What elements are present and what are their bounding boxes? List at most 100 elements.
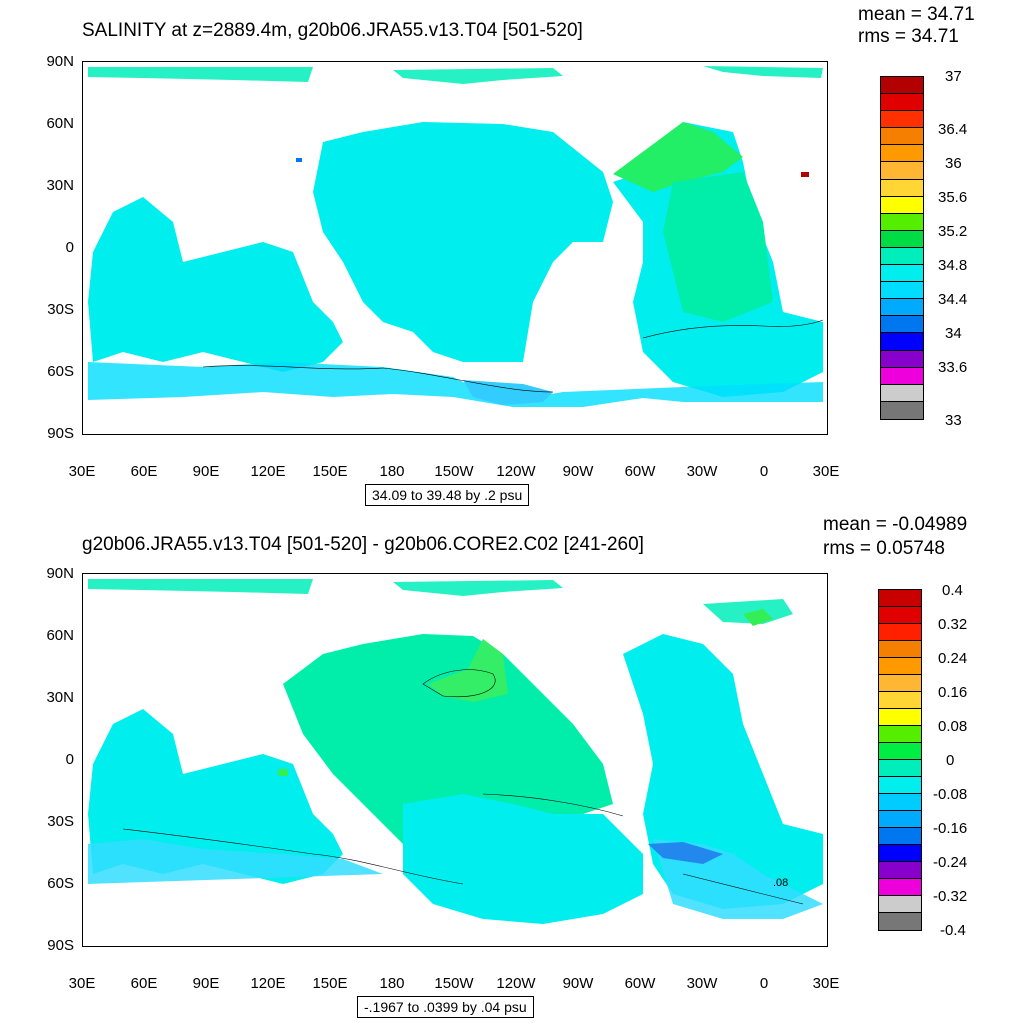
bottom-lat-label: 30N (46, 689, 74, 706)
bottom-map-plot: .08 (88, 579, 823, 924)
bottom-range-box: -.1967 to .0399 by .04 psu (357, 996, 534, 1018)
colorbar-swatch (879, 862, 921, 879)
contour-label: .08 (773, 877, 788, 889)
bottom-colorbar-label: -0.4 (940, 922, 966, 939)
bottom-rms: rms = 0.05748 (823, 538, 945, 559)
colorbar-swatch (881, 316, 923, 334)
top-colorbar-label: 33 (945, 412, 962, 429)
colorbar-swatch (881, 162, 923, 180)
top-lon-label: 120E (250, 463, 286, 480)
colorbar-swatch (881, 77, 923, 95)
bottom-colorbar-label: -0.16 (933, 820, 968, 837)
top-lon-label: 30W (686, 463, 718, 480)
colorbar-swatch (881, 367, 923, 385)
bottom-colorbar-label: 0.16 (938, 684, 968, 701)
top-lat-label: 60N (46, 115, 74, 132)
top-lat-label: 30N (46, 177, 74, 194)
top-lat-label: 90N (46, 53, 74, 70)
top-colorbar-label: 33.6 (938, 359, 968, 376)
bottom-lon-label: 60W (624, 975, 656, 992)
bottom-colorbar-label: 0.4 (942, 582, 963, 599)
top-panel-title: SALINITY at z=2889.4m, g20b06.JRA55.v13.… (82, 20, 583, 41)
top-lat-label: 30S (47, 301, 74, 318)
colorbar-swatch (881, 282, 923, 300)
bottom-lon-label: 0 (759, 975, 769, 992)
top-lon-label: 30E (812, 463, 840, 480)
colorbar-swatch (879, 692, 921, 709)
bottom-map: .08 (82, 573, 828, 947)
bottom-lat-label: 90S (47, 937, 74, 954)
colorbar-swatch (881, 333, 923, 351)
top-colorbar-label: 34 (945, 325, 962, 342)
top-lon-label: 180 (379, 463, 405, 480)
bottom-colorbar-label: 0.32 (938, 616, 968, 633)
bottom-lon-label: 90W (562, 975, 594, 992)
colorbar-swatch (881, 111, 923, 129)
top-lon-label: 90W (562, 463, 594, 480)
colorbar-swatch (879, 590, 921, 607)
bottom-colorbar-label: -0.32 (933, 888, 968, 905)
colorbar-swatch (879, 845, 921, 862)
bottom-lon-label: 120W (496, 975, 536, 992)
bottom-colorbar-label: -0.08 (933, 786, 968, 803)
top-lon-label: 60E (130, 463, 158, 480)
bottom-lat-label: 30S (47, 813, 74, 830)
colorbar-swatch (881, 179, 923, 197)
top-map (82, 61, 828, 435)
colorbar-swatch (881, 265, 923, 283)
colorbar-swatch (881, 94, 923, 112)
top-colorbar-label: 36 (945, 155, 962, 172)
bottom-lon-label: 180 (379, 975, 405, 992)
bottom-lon-label: 30W (686, 975, 718, 992)
colorbar-swatch (881, 145, 923, 163)
colorbar-swatch (879, 896, 921, 913)
colorbar-swatch (879, 607, 921, 624)
top-colorbar-label: 36.4 (938, 121, 968, 138)
colorbar-swatch (879, 879, 921, 896)
colorbar-swatch (879, 709, 921, 726)
bottom-lat-label: 90N (46, 565, 74, 582)
bottom-panel: g20b06.JRA55.v13.T04 [501-520] - g20b06.… (0, 512, 1024, 1024)
colorbar-swatch (879, 624, 921, 641)
colorbar-swatch (881, 299, 923, 317)
top-mean: mean = 34.71 (858, 4, 975, 25)
top-range-box: 34.09 to 39.48 by .2 psu (365, 484, 530, 506)
top-lon-label: 90E (192, 463, 220, 480)
colorbar-swatch (881, 230, 923, 248)
top-colorbar-label: 37 (945, 68, 962, 85)
colorbar-swatch (881, 384, 923, 402)
top-rms: rms = 34.71 (858, 26, 959, 47)
colorbar-swatch (879, 913, 921, 930)
top-lon-label: 0 (759, 463, 769, 480)
colorbar-swatch (879, 794, 921, 811)
top-lat-label: 60S (47, 363, 74, 380)
bottom-colorbar (878, 589, 922, 931)
bottom-colorbar-label: 0 (946, 752, 955, 769)
bottom-lon-label: 30E (812, 975, 840, 992)
bottom-lat-label: 0 (65, 751, 74, 768)
top-lon-label: 150W (434, 463, 474, 480)
top-lon-label: 120W (496, 463, 536, 480)
colorbar-swatch (881, 350, 923, 368)
bottom-lon-label: 30E (68, 975, 96, 992)
colorbar-swatch (879, 811, 921, 828)
top-lat-label: 90S (47, 425, 74, 442)
bottom-mean: mean = -0.04989 (823, 514, 968, 535)
top-colorbar (880, 76, 924, 420)
bottom-lon-label: 150W (434, 975, 474, 992)
bottom-lat-label: 60N (46, 627, 74, 644)
top-lon-label: 150E (312, 463, 348, 480)
bottom-panel-title: g20b06.JRA55.v13.T04 [501-520] - g20b06.… (82, 534, 644, 555)
colorbar-swatch (881, 213, 923, 231)
colorbar-swatch (881, 196, 923, 214)
top-lat-label: 0 (65, 239, 74, 256)
top-lon-label: 60W (624, 463, 656, 480)
colorbar-swatch (879, 828, 921, 845)
colorbar-swatch (881, 128, 923, 146)
colorbar-swatch (881, 247, 923, 266)
bottom-lon-label: 150E (312, 975, 348, 992)
bottom-lat-label: 60S (47, 875, 74, 892)
colorbar-swatch (881, 401, 923, 419)
top-colorbar-label: 35.2 (938, 223, 968, 240)
top-panel: SALINITY at z=2889.4m, g20b06.JRA55.v13.… (46, 4, 975, 506)
